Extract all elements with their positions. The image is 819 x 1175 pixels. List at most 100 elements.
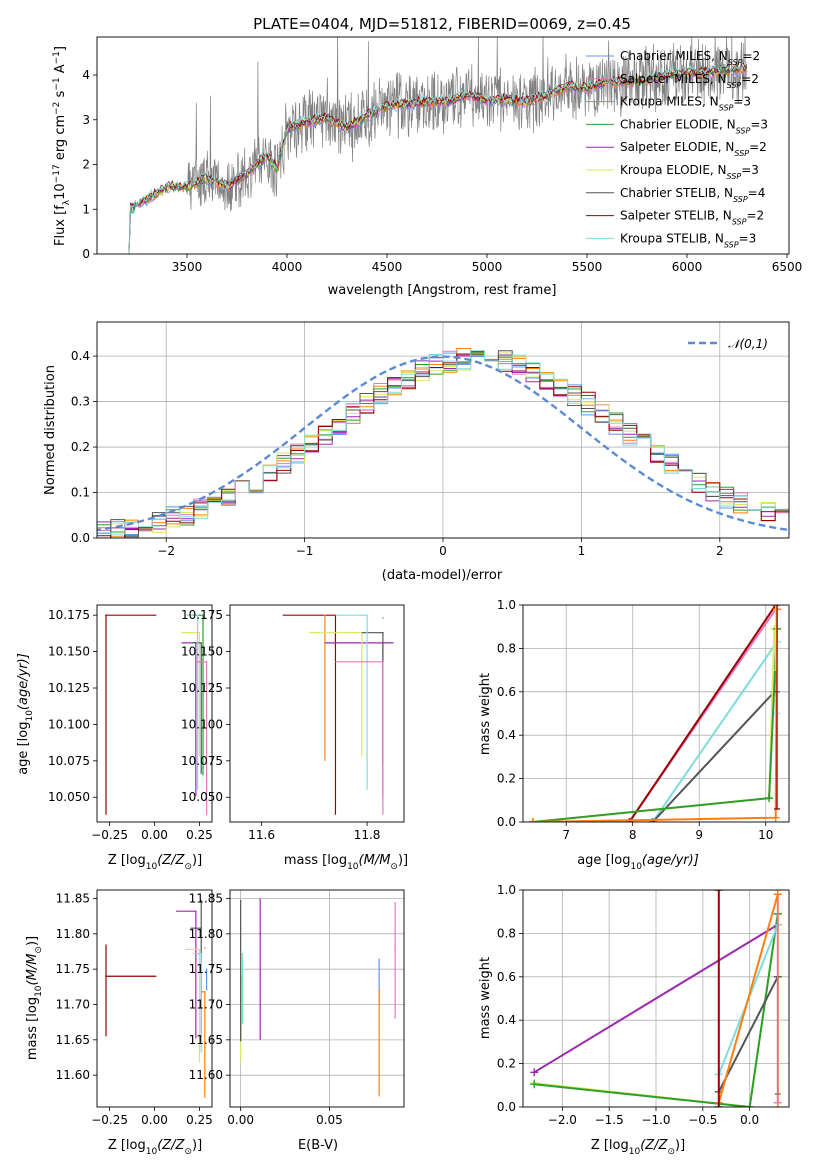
weight-age-xticklabel-0: 7 [562, 828, 570, 842]
weight-z-line-chabrier_stelib [717, 976, 779, 1093]
weight-age-yticklabel-2: 0.4 [497, 728, 516, 742]
hist-plot-area [97, 322, 789, 538]
age-z-ylabel-b: (age/yr)] [16, 653, 31, 710]
legend-label-text-salpeter_miles: Salpeter MILES, N [620, 72, 727, 86]
weight-z-xlabel-c: )] [675, 1138, 685, 1153]
age-z-yticklabel-4: 10.150 [48, 645, 90, 659]
weight-z-xticklabel-2: −1.0 [641, 1113, 670, 1127]
weight-z-marker-chabrier_elodie-0 [530, 1080, 539, 1089]
mass-z-ylabel-a: mass [log [25, 997, 40, 1060]
spectrum-ylabel-sup2: −2 [52, 102, 62, 115]
age-mass-yticklabel-4: 10.150 [181, 645, 223, 659]
spectrum-ylabel-sup4: −1 [52, 51, 62, 64]
age-mass-xlabel-b: (M/M [359, 853, 391, 868]
legend-label-text-kroupa_elodie: Kroupa ELODIE, N [620, 163, 727, 177]
age-z-xlabel-a: Z [log [108, 853, 146, 868]
age-z-point-salpeter_miles [205, 660, 208, 663]
age-mass-xlabel-c: )] [398, 853, 408, 868]
mass-z-point-salpeter_elodie [195, 910, 197, 913]
age-z-point-chabrier_miles [204, 617, 206, 619]
mass-ebv-point-salpeter_miles [394, 947, 396, 949]
weight-z-yticklabel-5: 1.0 [497, 883, 516, 897]
spectrum-plot-area [128, 37, 748, 254]
mass-ebv-xticklabel-0: 0.00 [227, 1113, 254, 1127]
weight-age-plot-area [523, 605, 789, 822]
weight-age-ylabel: mass weight [478, 673, 493, 755]
mass-z-point-kroupa_elodie [198, 948, 201, 951]
legend-label-chabrier_elodie: Chabrier ELODIE, NSSP=3 [620, 117, 768, 135]
age-z-point-kroupa_stelib [196, 614, 199, 616]
hist-panel: −2 −1 0 1 2 0.0 0.1 0.2 0.3 0.4 𝒩(0,1) [71, 321, 790, 558]
weight-z-marker-chabrier_elodie-1 [745, 1103, 754, 1107]
hist-yticklabel-3: 0.3 [71, 395, 90, 409]
hist-ylabel: Normed distribution [43, 365, 58, 495]
legend-label-sub-salpeter_elodie: SSP [734, 149, 749, 158]
weight-age-line-chabrier_stelib [651, 691, 776, 822]
mass-z-ylabel-sub2: ⊙ [34, 946, 44, 954]
age-z-frame [96, 604, 213, 823]
hist-xticklabel-3: 1 [578, 544, 586, 558]
hist-xlabel: (data-model)/error [382, 568, 503, 583]
hist-xticklabel-1: −1 [296, 544, 314, 558]
spectrum-xticklabel-3: 5000 [472, 260, 503, 274]
spectrum-ylabel-a: Flux [f [53, 205, 68, 246]
age-z-xticklabel-1: 0.00 [141, 828, 168, 842]
weight-age-yticklabel-3: 0.6 [497, 685, 516, 699]
weight-z-xticklabel-3: −0.5 [688, 1113, 717, 1127]
legend-label-text-salpeter_elodie: Salpeter ELODIE, N [620, 140, 734, 154]
mass-z-xticklabel-0: −0.25 [91, 1113, 128, 1127]
spectrum-yticklabel-4: 4 [82, 68, 90, 82]
spectrum-title: PLATE=0404, MJD=51812, FIBERID=0069, z=0… [253, 15, 631, 33]
legend-label-sub-chabrier_miles: SSP [728, 58, 743, 67]
legend-label-sub-salpeter_miles: SSP [727, 80, 742, 89]
spectrum-ylabel-sub: λ [62, 199, 72, 205]
spectrum-xticklabel-6: 6500 [772, 260, 803, 274]
age-mass-xlabel-sub: 10 [347, 862, 359, 872]
age-z-ylabel-a: age [log [16, 722, 31, 775]
legend-label-salpeter_miles: Salpeter MILES, NSSP=2 [620, 72, 759, 90]
mass-ebv-point-chabrier_miles [378, 975, 380, 978]
age-z-xticklabel-0: −0.25 [91, 828, 128, 842]
mass-z-point-salpeter_stelib [105, 975, 107, 978]
legend-label-kroupa_miles: Kroupa MILES, NSSP=3 [620, 95, 751, 113]
mass-ebv-point-kroupa_stelib [241, 952, 244, 955]
legend-label-n-kroupa_stelib: =3 [739, 231, 757, 245]
mass-ebv-point-kroupa_miles [378, 989, 380, 992]
weight-z-line-salpeter_elodie [533, 923, 779, 1074]
age-mass-yticklabel-5: 10.175 [181, 608, 223, 622]
weight-z-xticklabel-1: −1.5 [595, 1113, 624, 1127]
weight-age-yticklabel-0: 0.0 [497, 815, 516, 829]
mass-ebv-xticklabel-1: 0.05 [316, 1113, 343, 1127]
age-mass-xlabel-a: mass [log [284, 853, 347, 868]
hist-xticklabel-0: −2 [157, 544, 175, 558]
spectrum-yticklabel-2: 2 [82, 158, 90, 172]
age-mass-yticklabel-0: 10.050 [181, 790, 223, 804]
weight-z-frame [522, 889, 790, 1108]
age-z-yticklabel-0: 10.050 [48, 790, 90, 804]
mass-z-point-chabrier_miles [205, 968, 208, 970]
age-mass-point-kroupa_stelib [366, 614, 368, 616]
weight-age-xlabel-b: (age/yr)] [642, 853, 699, 868]
mass-z-ylabel-b: (M/M [25, 954, 40, 986]
age-z-ylabel-sub: 10 [25, 710, 35, 722]
hist-yticklabel-1: 0.1 [71, 486, 90, 500]
age-mass-yticklabel-3: 10.125 [181, 681, 223, 695]
age-mass-panel: 11.6 11.8 10.050 10.075 10.100 10.125 10.150 10… [181, 604, 405, 842]
weight-age-frame [522, 604, 790, 823]
weight-age-panel: 7 8 9 10 0.0 0.2 0.4 0.6 0.8 1.0 [497, 598, 790, 842]
legend-label-kroupa_elodie: Kroupa ELODIE, NSSP=3 [620, 163, 759, 181]
age-z-panel: −0.25 0.00 0.25 10.050 10.075 10.100 10.125 10.… [48, 604, 213, 842]
legend-label-text-salpeter_stelib: Salpeter STELIB, N [620, 209, 732, 223]
weight-age-xticklabel-3: 10 [758, 828, 773, 842]
weight-age-yticklabel-5: 1.0 [497, 598, 516, 612]
legend-label-n-salpeter_miles: =2 [741, 72, 759, 86]
mass-ebv-frame [229, 889, 405, 1108]
mass-z-xlabel-c: )] [192, 1138, 202, 1153]
spectrum-xlabel: wavelength [Angstrom, rest frame] [328, 283, 557, 298]
spectrum-xticklabel-0: 3500 [172, 260, 203, 274]
age-z-yticklabel-3: 10.125 [48, 681, 90, 695]
weight-age-marker-kroupa_miles-0 [528, 818, 537, 822]
mass-z-xlabel-a: Z [log [108, 1138, 146, 1153]
legend-label-text-chabrier_stelib: Chabrier STELIB, N [620, 186, 733, 200]
mass-ebv-xlabel: E(B-V) [298, 1138, 338, 1153]
